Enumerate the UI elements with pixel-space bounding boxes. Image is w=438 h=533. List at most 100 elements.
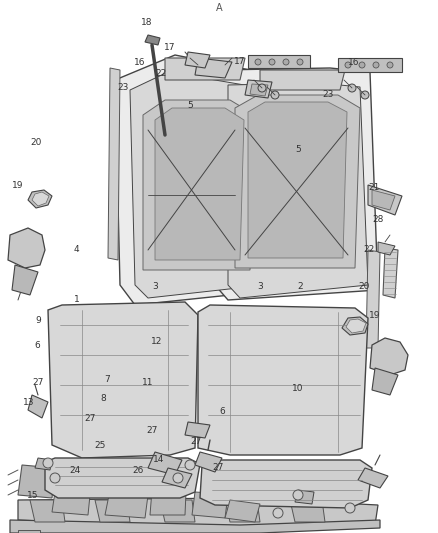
Text: 21: 21 <box>369 183 380 192</box>
Polygon shape <box>235 95 360 268</box>
Text: 5: 5 <box>295 145 301 154</box>
Polygon shape <box>48 302 198 458</box>
Polygon shape <box>108 68 120 260</box>
Polygon shape <box>32 192 49 206</box>
Polygon shape <box>342 317 368 335</box>
Polygon shape <box>290 500 325 522</box>
Polygon shape <box>225 500 260 522</box>
Text: 13: 13 <box>23 398 34 407</box>
Polygon shape <box>18 498 378 530</box>
Text: 19: 19 <box>12 181 23 190</box>
Circle shape <box>283 59 289 65</box>
Polygon shape <box>18 465 55 498</box>
Text: 14: 14 <box>153 455 164 464</box>
Text: 16: 16 <box>134 59 145 67</box>
Polygon shape <box>366 250 380 348</box>
Polygon shape <box>248 55 310 68</box>
Circle shape <box>345 503 355 513</box>
Text: 6: 6 <box>219 407 226 416</box>
Polygon shape <box>250 84 268 96</box>
Polygon shape <box>18 530 40 533</box>
Polygon shape <box>115 55 278 305</box>
Circle shape <box>185 460 195 470</box>
Polygon shape <box>143 100 255 270</box>
Text: A: A <box>215 3 223 13</box>
Text: 2: 2 <box>297 282 303 291</box>
Polygon shape <box>245 80 272 98</box>
Text: 20: 20 <box>359 282 370 291</box>
Text: 16: 16 <box>348 59 360 67</box>
Text: 22: 22 <box>363 245 374 254</box>
Polygon shape <box>155 108 244 260</box>
Circle shape <box>345 62 351 68</box>
Polygon shape <box>185 422 210 438</box>
Polygon shape <box>10 520 380 533</box>
Polygon shape <box>148 452 182 475</box>
Polygon shape <box>28 190 52 208</box>
Text: 23: 23 <box>322 91 333 99</box>
Polygon shape <box>8 228 45 268</box>
Text: 27: 27 <box>84 414 95 423</box>
Text: 18: 18 <box>141 18 152 27</box>
Circle shape <box>373 62 379 68</box>
Text: 28: 28 <box>372 215 383 224</box>
Text: 17: 17 <box>234 57 246 66</box>
Polygon shape <box>370 338 408 375</box>
Text: 23: 23 <box>118 84 129 92</box>
Polygon shape <box>338 58 402 72</box>
Polygon shape <box>372 368 398 395</box>
Polygon shape <box>200 460 372 508</box>
Text: 22: 22 <box>155 69 167 78</box>
Text: 3: 3 <box>152 282 159 291</box>
Polygon shape <box>165 58 245 80</box>
Polygon shape <box>346 319 366 333</box>
Text: 26: 26 <box>132 466 144 474</box>
Polygon shape <box>45 458 200 498</box>
Polygon shape <box>130 72 265 298</box>
Polygon shape <box>372 190 395 210</box>
Text: 27: 27 <box>191 437 202 446</box>
Polygon shape <box>105 490 148 518</box>
Polygon shape <box>368 185 402 215</box>
Polygon shape <box>95 500 130 522</box>
Text: 11: 11 <box>142 378 154 387</box>
Text: 7: 7 <box>104 375 110 384</box>
Polygon shape <box>35 458 52 470</box>
Polygon shape <box>12 265 38 295</box>
Polygon shape <box>260 70 345 90</box>
Polygon shape <box>248 102 347 258</box>
Circle shape <box>255 59 261 65</box>
Polygon shape <box>195 452 222 472</box>
Text: 4: 4 <box>74 245 79 254</box>
Polygon shape <box>358 468 388 488</box>
Text: 20: 20 <box>30 139 42 147</box>
Text: 9: 9 <box>35 317 41 325</box>
Polygon shape <box>215 68 378 300</box>
Circle shape <box>293 490 303 500</box>
Polygon shape <box>295 490 314 504</box>
Circle shape <box>359 62 365 68</box>
Circle shape <box>361 91 369 99</box>
Text: 15: 15 <box>27 491 39 500</box>
Circle shape <box>271 91 279 99</box>
Text: 25: 25 <box>94 441 106 449</box>
Text: 8: 8 <box>100 394 106 403</box>
Circle shape <box>43 458 53 468</box>
Polygon shape <box>228 83 368 298</box>
Circle shape <box>297 59 303 65</box>
Polygon shape <box>198 305 368 455</box>
Polygon shape <box>383 248 398 298</box>
Polygon shape <box>225 500 260 522</box>
Text: 1: 1 <box>74 295 80 304</box>
Polygon shape <box>160 500 195 522</box>
Circle shape <box>173 473 183 483</box>
Text: 17: 17 <box>164 44 176 52</box>
Text: 24: 24 <box>70 466 81 474</box>
Polygon shape <box>52 492 90 515</box>
Circle shape <box>273 508 283 518</box>
Text: 19: 19 <box>369 311 380 320</box>
Circle shape <box>269 59 275 65</box>
Text: 3: 3 <box>258 282 264 291</box>
Polygon shape <box>195 58 232 78</box>
Text: 12: 12 <box>151 337 162 345</box>
